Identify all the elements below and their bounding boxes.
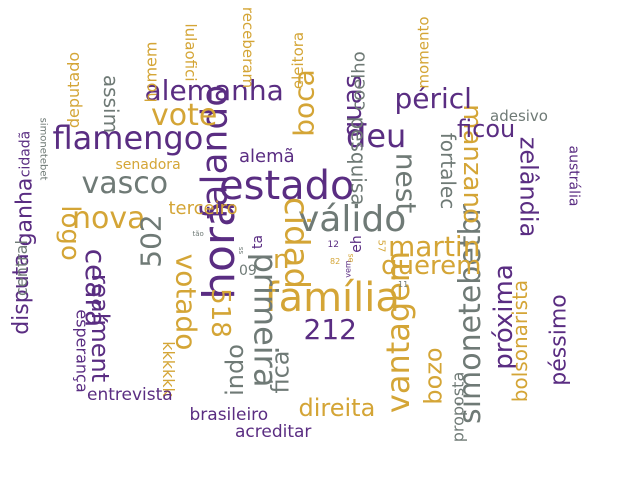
word-simonetebet: simonetebet xyxy=(36,117,48,181)
word-pericl: péricl xyxy=(394,82,472,115)
word-esperanca: esperança xyxy=(72,309,92,393)
word-deputado: deputado xyxy=(64,51,84,129)
word-11: 11 xyxy=(398,280,409,289)
word-n: n xyxy=(273,245,290,275)
word-502: 502 xyxy=(134,214,168,268)
word-vote: vote xyxy=(151,98,218,133)
word-ss: ss xyxy=(236,246,245,254)
word-vem: vem xyxy=(343,260,353,278)
word-terceiro: terceiro xyxy=(168,198,238,219)
word-entrevista: entrevista xyxy=(87,384,173,405)
word-nova: nova xyxy=(72,201,146,236)
word-momento: momento xyxy=(414,15,433,89)
word-alema: alemã xyxy=(239,146,295,167)
word-estado: estado xyxy=(219,163,355,209)
word-bozo: bozo xyxy=(419,347,448,405)
word-ta: ta xyxy=(250,234,267,250)
word-coelho: coelho xyxy=(348,51,370,111)
word-57: 57 xyxy=(374,239,386,253)
word-ficou: ficou xyxy=(457,115,516,143)
word-acreditar: acreditar xyxy=(235,421,312,442)
word-alemanha: alemanha xyxy=(144,74,284,107)
word-518: 518 xyxy=(204,288,235,338)
word-lulaofici: lulaofici xyxy=(181,22,200,82)
word-adesivo: adesivo xyxy=(490,106,548,125)
word-australia: austrália xyxy=(564,145,581,207)
word-zelandia: zelândia xyxy=(513,136,542,238)
word-pessimo: péssimo xyxy=(546,294,572,386)
word-vasco: vasco xyxy=(81,166,169,201)
word-valido: válido xyxy=(298,199,407,240)
word-querem: querem xyxy=(381,251,482,281)
word-votado: votado xyxy=(168,253,202,351)
word-tao: tão xyxy=(192,229,204,238)
word-direita: direita xyxy=(298,394,376,422)
word-fica: fica xyxy=(266,350,295,394)
word-senadora: senadora xyxy=(115,157,181,173)
word-receberam: receberam xyxy=(238,6,257,88)
word-212: 212 xyxy=(303,313,357,346)
word-nest: nest xyxy=(388,152,422,214)
word-ganha: ganha xyxy=(11,177,37,247)
word-indo: indo xyxy=(220,344,249,396)
word-central: central xyxy=(11,240,31,296)
word-flamengo: flamengo xyxy=(52,119,204,157)
word-12: 12 xyxy=(327,239,339,250)
word-martin: martin xyxy=(388,230,481,263)
word-82: 82 xyxy=(330,257,341,266)
word-logo: logo xyxy=(54,205,85,261)
word-se: se xyxy=(346,253,356,263)
word-assim: assim xyxy=(99,74,124,134)
word-homem: homem xyxy=(140,41,160,103)
word-deu: deu xyxy=(346,117,407,155)
word-proposta: proposta xyxy=(447,371,467,443)
word-eh: eh xyxy=(348,235,365,253)
word-realment: realment xyxy=(86,273,115,383)
word-bolsonarista: bolsonarista xyxy=(508,279,533,403)
word-eleitora: eleitora xyxy=(288,31,307,89)
word-brasileiro: brasileiro xyxy=(189,404,269,425)
word-pesquisa: pesquisa xyxy=(346,116,371,206)
word-familia: família xyxy=(264,275,400,321)
word-cidada: cidadã xyxy=(16,130,33,178)
word-09: 09 xyxy=(239,263,257,279)
word-fortalec: fortalec xyxy=(436,132,461,210)
